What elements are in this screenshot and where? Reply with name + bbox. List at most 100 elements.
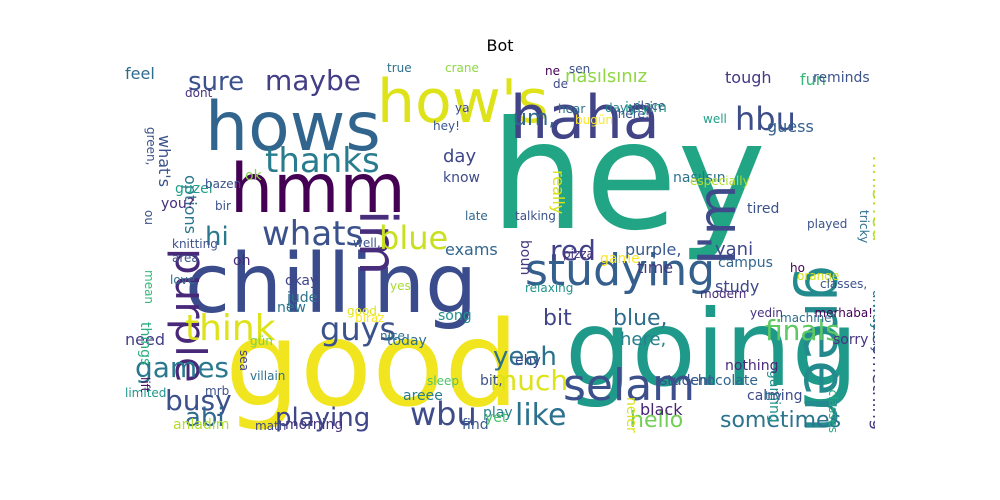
word: game xyxy=(600,251,640,267)
word: classes, xyxy=(820,277,867,291)
word: well, xyxy=(353,236,381,250)
word: sleep xyxy=(427,374,459,388)
word: think xyxy=(185,308,276,349)
word: ho xyxy=(790,261,805,275)
word: wbu xyxy=(410,395,477,433)
word: new xyxy=(277,300,306,316)
word: mrb xyxy=(205,384,229,398)
word: lately xyxy=(870,320,875,353)
word: sorry xyxy=(833,332,868,348)
word: ya xyxy=(455,101,469,115)
word: something xyxy=(868,335,875,430)
word: neler xyxy=(623,397,639,433)
word: hmm xyxy=(230,150,406,229)
word: green, xyxy=(144,127,158,165)
word: student xyxy=(660,373,714,389)
word: there! xyxy=(613,107,650,121)
word: green xyxy=(791,265,859,433)
word: bazen xyxy=(205,177,241,191)
word: sea xyxy=(237,350,251,371)
word: merhaba! xyxy=(814,306,873,320)
word: boun xyxy=(517,240,533,275)
word: yeah xyxy=(493,342,557,372)
word: purple, xyxy=(625,240,681,259)
word: jude xyxy=(286,290,317,306)
word: classes xyxy=(826,390,840,433)
word: fun xyxy=(800,70,826,89)
word: know xyxy=(443,170,480,186)
word: finals xyxy=(765,314,840,347)
word: güzel xyxy=(175,181,213,197)
word: hear xyxy=(558,102,585,116)
word: yani xyxy=(715,239,753,260)
word: here, xyxy=(620,329,666,350)
word: ok xyxy=(245,168,263,184)
word: thanks xyxy=(265,141,380,181)
word: good, xyxy=(347,304,381,318)
word: bir xyxy=(215,199,231,213)
word: campus xyxy=(718,255,773,271)
word: bit, xyxy=(480,373,503,389)
word: hey xyxy=(490,90,766,264)
word: how's xyxy=(377,67,549,137)
word: knitting xyxy=(172,237,218,251)
word: im xyxy=(347,210,407,275)
word: time xyxy=(637,258,673,277)
word: orange xyxy=(797,269,839,283)
word: gün xyxy=(250,334,273,348)
word: de xyxy=(553,77,568,91)
word: play xyxy=(483,405,513,421)
word: nasılsın xyxy=(673,170,726,186)
word: mean xyxy=(142,270,156,304)
word: red xyxy=(550,234,596,267)
word: modern xyxy=(700,287,746,301)
word: busy xyxy=(165,384,232,417)
word: hbu xyxy=(735,100,796,138)
word: late xyxy=(465,209,488,223)
word: relaxing xyxy=(525,281,573,295)
word: try xyxy=(765,389,782,403)
word: um, xyxy=(513,106,555,131)
word: yes xyxy=(390,279,411,293)
word: like xyxy=(515,398,566,433)
word: options xyxy=(181,175,200,234)
word: maybe xyxy=(265,64,361,97)
word: guess xyxy=(767,117,814,136)
word: finished xyxy=(867,155,875,242)
word: ou xyxy=(142,210,156,225)
word: yet xyxy=(485,410,508,426)
word: morning xyxy=(285,417,343,433)
word: exams xyxy=(445,240,498,259)
word: area xyxy=(172,251,199,265)
word: always xyxy=(869,290,875,338)
word: especially xyxy=(690,174,750,188)
word: going xyxy=(565,288,858,410)
word: dont xyxy=(185,86,213,100)
word: hey! xyxy=(433,119,460,133)
word: games xyxy=(135,351,229,384)
word: iyiyim xyxy=(625,100,667,116)
word: talking xyxy=(515,209,556,223)
word: day xyxy=(443,146,476,167)
word: you? xyxy=(161,196,194,212)
word: today xyxy=(387,333,427,349)
word: yedin xyxy=(750,306,783,320)
word: blue, xyxy=(613,306,668,331)
word: selam xyxy=(563,360,695,411)
word: well xyxy=(703,112,727,126)
word: lift xyxy=(138,377,152,393)
word: playing xyxy=(275,403,370,433)
word: okay xyxy=(285,273,318,289)
word: really xyxy=(549,170,568,214)
word: sometimes xyxy=(720,408,841,433)
word: ehy xyxy=(515,353,541,369)
word: tough xyxy=(725,68,772,87)
word: nice xyxy=(380,329,405,343)
word: reminds xyxy=(813,70,870,86)
word: bugün xyxy=(575,113,613,127)
word: blue xyxy=(379,219,448,257)
word: biraz xyxy=(355,311,385,325)
word: oh xyxy=(233,253,250,269)
